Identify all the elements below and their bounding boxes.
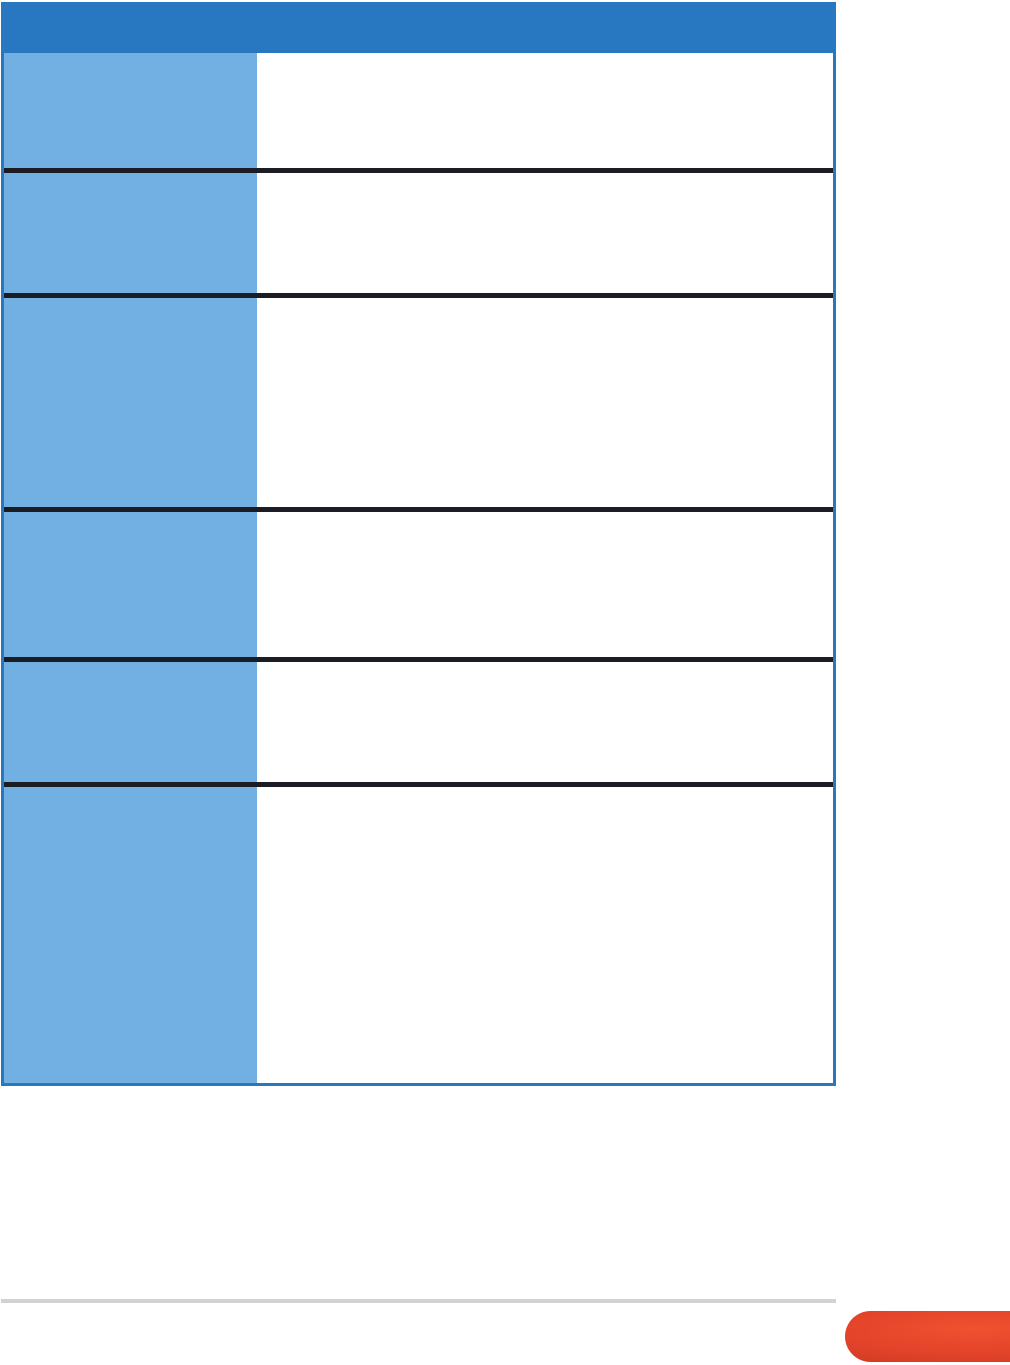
row-separator [4, 657, 833, 662]
row-separator [4, 782, 833, 787]
table-row [4, 662, 833, 782]
row-label-cell [4, 787, 257, 1083]
row-separator [4, 168, 833, 173]
table-row [4, 173, 833, 293]
row-label-cell [4, 173, 257, 293]
row-separator [4, 507, 833, 512]
row-value-cell [257, 53, 833, 168]
next-page-tab[interactable] [845, 1311, 1010, 1362]
row-separator [4, 293, 833, 298]
row-value-cell [257, 787, 833, 1083]
row-value-cell [257, 173, 833, 293]
table-row [4, 53, 833, 168]
row-label-cell [4, 53, 257, 168]
row-value-cell [257, 512, 833, 657]
footer-divider-line [1, 1299, 836, 1303]
row-label-cell [4, 298, 257, 507]
table-row [4, 298, 833, 507]
row-value-cell [257, 662, 833, 782]
row-value-cell [257, 298, 833, 507]
table-header-bar [4, 2, 833, 53]
data-table [1, 2, 836, 1086]
row-label-cell [4, 512, 257, 657]
row-label-cell [4, 662, 257, 782]
table-row [4, 787, 833, 1083]
table-row [4, 512, 833, 657]
